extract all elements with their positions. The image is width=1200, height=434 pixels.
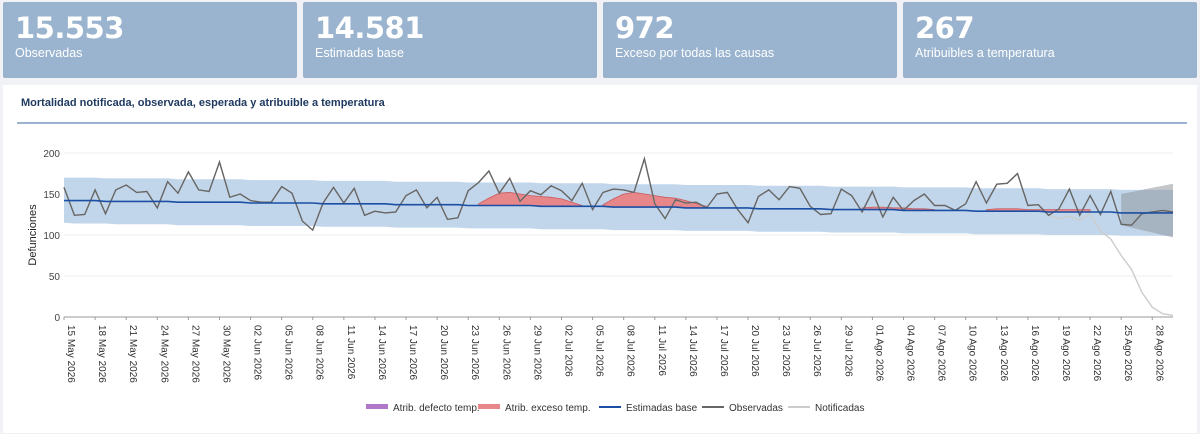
x-tick-label: 02 Jul 2026	[563, 325, 574, 377]
x-tick-label: 13 Ago 2026	[998, 325, 1009, 382]
x-tick-label: 23 Jul 2026	[780, 325, 791, 377]
x-tick-label: 24 May 2026	[158, 325, 169, 383]
legend-swatch	[478, 404, 500, 409]
y-tick-label: 100	[43, 231, 60, 242]
card-estimadas-label: Estimadas base	[315, 46, 404, 60]
x-tick-label: 11 Jul 2026	[656, 325, 667, 376]
x-tick-label: 27 May 2026	[189, 325, 200, 383]
legend-label: Estimadas base	[626, 403, 698, 414]
card-exceso-label: Exceso por todas las causas	[615, 46, 775, 60]
card-exceso: 972 Exceso por todas las causas	[603, 2, 897, 78]
x-tick-label: 07 Ago 2026	[936, 325, 947, 382]
x-tick-label: 29 Jun 2026	[531, 325, 542, 380]
card-atribuibles-value: 267	[915, 11, 975, 45]
y-axis-label: Defunciones	[27, 204, 39, 266]
legend-label: Atrib. defecto temp.	[393, 403, 480, 414]
x-tick-label: 01 Ago 2026	[873, 325, 884, 382]
y-tick-label: 50	[49, 272, 61, 283]
card-observadas: 15.553 Observadas	[3, 2, 297, 78]
x-tick-label: 04 Ago 2026	[905, 325, 916, 382]
legend-item-2: Estimadas base	[599, 403, 698, 414]
x-tick-label: 20 Jun 2026	[438, 325, 449, 380]
x-tick-label: 08 Jul 2026	[625, 325, 636, 377]
x-tick-label: 26 Jul 2026	[811, 325, 822, 377]
x-tick-label: 11 Jun 2026	[345, 325, 356, 380]
x-tick-label: 05 Jul 2026	[594, 325, 605, 377]
legend-item-4: Notificadas	[788, 403, 864, 414]
card-observadas-value: 15.553	[15, 11, 124, 45]
card-exceso-value: 972	[615, 11, 675, 45]
x-tick-label: 20 Jul 2026	[749, 325, 760, 377]
panel-divider	[17, 122, 1187, 124]
x-tick-label: 17 Jul 2026	[718, 325, 729, 377]
x-tick-label: 08 Jun 2026	[314, 325, 325, 380]
estimadas-base-line	[64, 199, 1173, 214]
x-tick-label: 14 Jun 2026	[376, 325, 387, 380]
legend-label: Notificadas	[815, 403, 864, 414]
y-tick-label: 200	[43, 149, 60, 160]
x-tick-label: 14 Jul 2026	[687, 325, 698, 377]
summary-cards: 15.553 Observadas 14.581 Estimadas base …	[0, 0, 1200, 82]
card-estimadas: 14.581 Estimadas base	[303, 2, 597, 78]
x-tick-label: 15 May 2026	[65, 325, 76, 383]
x-tick-label: 30 May 2026	[221, 325, 232, 383]
card-atribuibles: 267 Atribuibles a temperatura	[903, 2, 1197, 78]
y-tick-label: 150	[43, 190, 60, 201]
x-tick-label: 10 Ago 2026	[967, 325, 978, 382]
y-tick-label: 0	[54, 313, 60, 324]
x-tick-label: 28 Ago 2026	[1153, 325, 1164, 382]
x-tick-label: 18 May 2026	[96, 325, 107, 383]
legend-label: Atrib. exceso temp.	[505, 403, 591, 414]
legend-label: Observadas	[729, 403, 783, 414]
mortality-chart: 0 50 100 150 200 15 May 2026 18 May 2026 21 May…	[27, 149, 1174, 414]
x-tick-label: 21 May 2026	[127, 325, 138, 383]
panel-title: Mortalidad notificada, observada, espera…	[21, 97, 385, 109]
legend-item-3: Observadas	[702, 403, 783, 414]
x-tick-label: 02 Jun 2026	[252, 325, 263, 380]
chart-panel: Mortalidad notificada, observada, espera…	[3, 85, 1197, 433]
x-tick-label: 05 Jun 2026	[283, 325, 294, 380]
x-tick-label: 26 Jun 2026	[500, 325, 511, 380]
card-estimadas-value: 14.581	[315, 11, 424, 45]
x-tick-label: 23 Jun 2026	[469, 325, 480, 380]
x-tick-label: 16 Ago 2026	[1029, 325, 1040, 382]
x-tick-label: 19 Ago 2026	[1060, 325, 1071, 382]
legend-item-1: Atrib. exceso temp.	[478, 403, 591, 414]
x-tick-label: 29 Jul 2026	[842, 325, 853, 377]
observadas-line	[63, 156, 1174, 232]
x-tick-label: 25 Ago 2026	[1122, 325, 1133, 382]
x-tick-label: 22 Ago 2026	[1091, 325, 1102, 382]
legend-swatch	[366, 404, 388, 409]
legend-item-0: Atrib. defecto temp.	[366, 403, 480, 414]
forecast-uncertainty-band	[1121, 183, 1173, 238]
card-atribuibles-label: Atribuibles a temperatura	[915, 46, 1055, 60]
card-observadas-label: Observadas	[15, 46, 83, 60]
x-tick-label: 17 Jun 2026	[407, 325, 418, 380]
